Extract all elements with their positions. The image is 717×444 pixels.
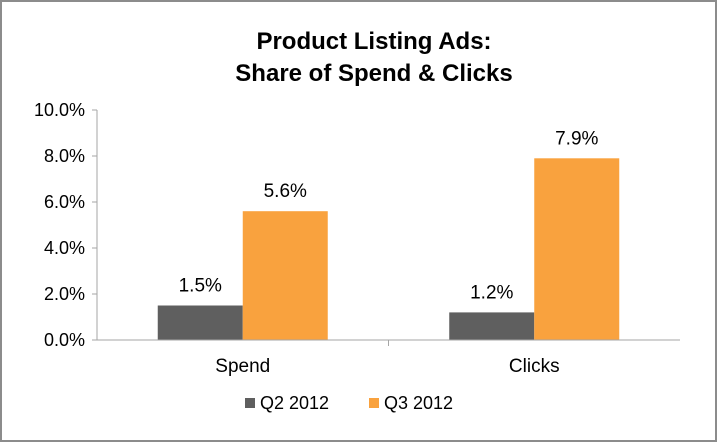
x-category-label: Spend [215,356,270,377]
legend-swatch [369,398,379,408]
axes [96,110,680,346]
data-label: 7.9% [555,128,598,149]
bar-q3-2012-spend [242,211,328,340]
y-tick-label: 4.0% [44,238,85,258]
y-tick-label: 10.0% [34,100,85,120]
x-category-label: Clicks [509,356,560,377]
bar-q2-2012-clicks [449,312,535,340]
legend: Q2 2012 Q3 2012 [245,393,453,413]
data-label: 1.5% [179,276,222,297]
y-axis-ticks: 0.0% 2.0% 4.0% 6.0% 8.0% 10.0% [34,100,97,350]
bar-q2-2012-spend [157,305,243,340]
y-tick-label: 8.0% [44,146,85,166]
data-label: 5.6% [264,181,307,202]
legend-label: Q3 2012 [384,393,453,413]
y-tick-label: 6.0% [44,192,85,212]
y-tick-label: 2.0% [44,284,85,304]
legend-swatch [245,398,255,408]
chart-title-line-1: Product Listing Ads: [256,28,491,55]
legend-label: Q2 2012 [260,393,329,413]
bar-q3-2012-clicks [534,158,620,340]
chart-title-line-2: Share of Spend & Clicks [235,60,512,87]
data-label: 1.2% [470,282,513,303]
y-tick-label: 0.0% [44,330,85,350]
x-axis-categories: Spend Clicks [215,356,559,377]
bars: 1.5% 5.6% 1.2% 7.9% [157,128,620,340]
